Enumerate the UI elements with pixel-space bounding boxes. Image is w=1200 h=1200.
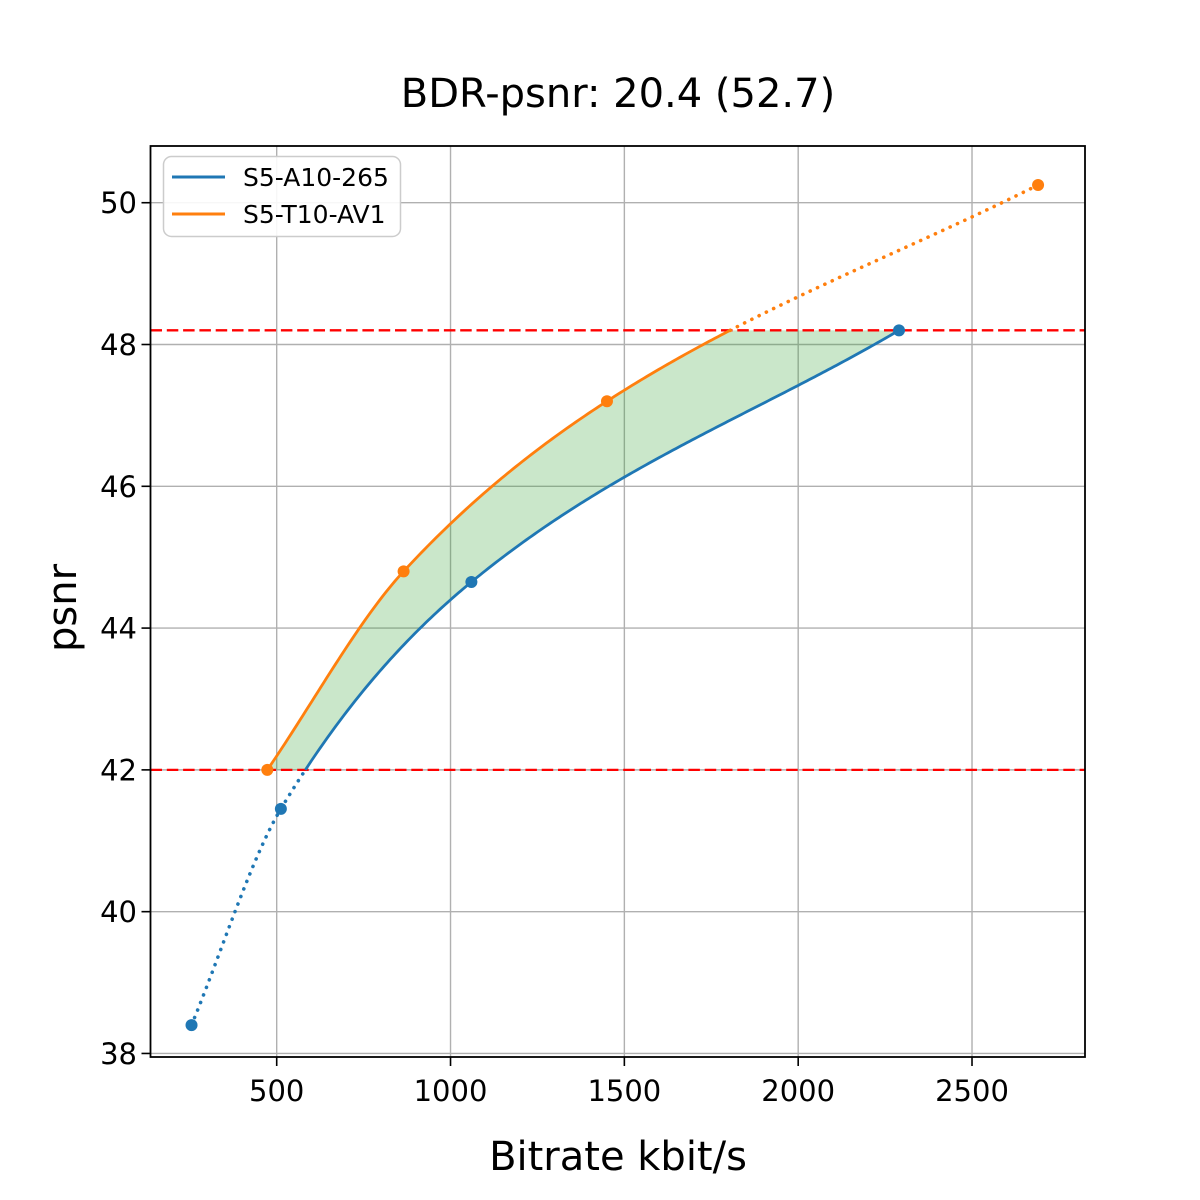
legend: S5-A10-265 S5-T10-AV1 [162,155,402,238]
data-point-marker [465,576,478,589]
series-curve-dotted [189,768,308,1027]
x-axis-label: Bitrate kbit/s [489,1134,747,1180]
y-tick-label: 38 [100,1037,137,1071]
data-point-marker [893,324,906,337]
legend-label-2: S5-T10-AV1 [243,200,386,229]
chart-title: BDR-psnr: 20.4 (52.7) [401,71,835,117]
x-tick-label: 1500 [587,1074,661,1108]
x-tick-label: 1000 [414,1074,488,1108]
x-tick-label: 2500 [935,1074,1009,1108]
x-tick-label: 500 [249,1074,304,1108]
y-tick-label: 44 [100,612,137,646]
y-tick-label: 50 [100,186,137,220]
axes-frame [149,145,1086,1058]
series-curve-dotted [728,183,1040,333]
data-point-marker [274,802,287,815]
gridlines [150,146,1085,1057]
y-axis-label: psnr [40,563,86,652]
y-tick-label: 48 [100,328,137,362]
x-tick-label: 2000 [761,1074,835,1108]
y-tick-label: 46 [100,470,137,504]
data-point-markers [185,178,1045,1032]
bd-area-fill [267,330,899,770]
data-point-marker [600,395,613,408]
data-point-marker [397,565,410,578]
data-point-marker [261,763,274,776]
data-point-marker [185,1019,198,1032]
plot-border [149,145,1086,1058]
series-curves [189,183,1040,1027]
bd-shaded-area [267,330,899,770]
legend-label-1: S5-A10-265 [243,163,389,192]
y-tick-label: 40 [100,895,137,929]
tick-marks-and-labels: 500 1000 1500 2000 2500 38 40 42 44 46 48 50 [100,186,1009,1108]
data-point-marker [1032,178,1045,191]
y-tick-label: 42 [100,753,137,787]
series-curve-solid [266,329,731,771]
series-curve-solid [304,329,900,771]
